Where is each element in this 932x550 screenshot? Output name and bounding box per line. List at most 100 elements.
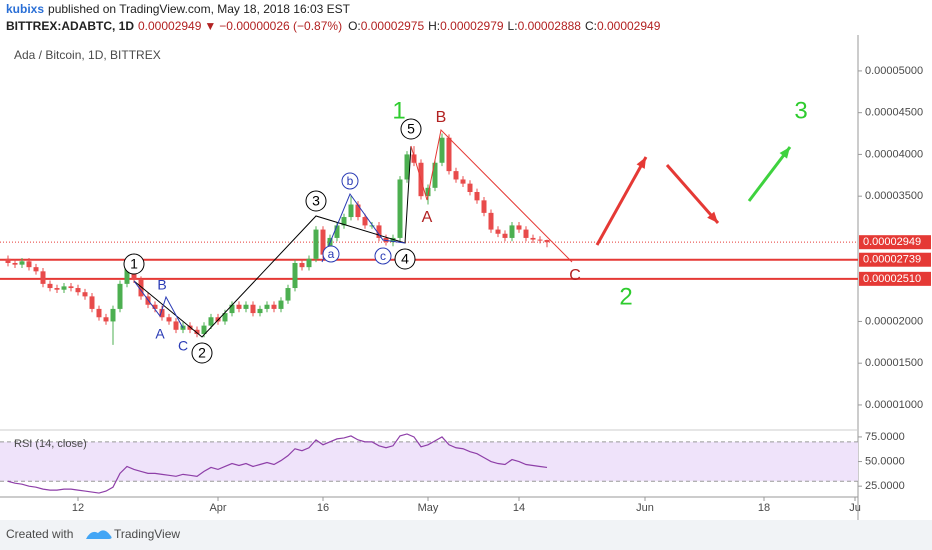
last: 0.00002949 <box>138 19 202 33</box>
wave-line <box>410 128 573 263</box>
rsi-y-tick-label: 75.0000 <box>865 431 905 443</box>
candle-body <box>257 308 263 314</box>
candle-body <box>54 288 60 290</box>
candle-body <box>243 304 249 309</box>
candle-body <box>299 262 305 268</box>
logo-icon <box>86 530 112 539</box>
candle-body <box>96 308 102 318</box>
y-tick-label: 0.00002000 <box>865 315 923 327</box>
candle-body <box>208 317 214 326</box>
annotation: 4 <box>401 251 409 267</box>
candle-body <box>432 162 438 188</box>
x-tick-label: 18 <box>758 502 770 514</box>
ohlc-value: 0.00002975 <box>361 19 425 33</box>
ohlc-key: L: <box>508 19 518 33</box>
ohlc-key: H: <box>428 19 440 33</box>
annotation: B <box>436 109 447 126</box>
candle-body <box>89 296 95 309</box>
y-tick-label: 0.00001000 <box>865 399 923 411</box>
candle-body <box>173 321 179 330</box>
candle-body <box>40 271 46 284</box>
candle-body <box>271 304 277 309</box>
annotation: b <box>347 174 354 188</box>
candle-body <box>404 154 410 180</box>
candle-body <box>33 267 39 272</box>
arrow-shaft <box>595 156 648 246</box>
x-tick-label: 16 <box>317 502 329 514</box>
arrow-head <box>779 147 790 159</box>
candle-body <box>355 204 361 218</box>
header-line: kubixs published on TradingView.com, May … <box>6 2 351 16</box>
y-tick-label: 0.00001500 <box>865 357 923 369</box>
candle-body <box>82 292 88 297</box>
arrow-shaft <box>665 164 720 224</box>
candle-body <box>159 308 165 318</box>
price-label: 0.00002510 <box>863 273 921 285</box>
symbol: BITTREX:ADABTC, 1D <box>6 19 134 33</box>
candle-body <box>334 225 340 238</box>
candle-body <box>376 225 382 238</box>
brand[interactable]: TradingView <box>114 527 180 541</box>
candle-body <box>481 200 487 213</box>
candle-body <box>425 187 431 197</box>
annotation-circle <box>394 248 416 270</box>
candle-body <box>124 267 130 284</box>
candle-body <box>19 261 25 265</box>
candle-body <box>194 329 200 334</box>
ohlc-key: O: <box>348 19 361 33</box>
chart-title: Ada / Bitcoin, 1D, BITTREX <box>14 48 161 62</box>
annotation: 5 <box>407 121 415 137</box>
candle-body <box>292 262 298 289</box>
candle-body <box>313 229 319 259</box>
price-label: 0.00002949 <box>863 236 921 248</box>
rsi-title: RSI (14, close) <box>14 438 87 450</box>
x-tick-label: May <box>418 502 439 514</box>
candle-body <box>320 229 326 255</box>
y-tick-label: 0.00004500 <box>865 107 923 119</box>
candle-body <box>68 286 74 289</box>
rsi-line <box>7 433 548 494</box>
annotation-circle <box>322 245 340 263</box>
annotation: 2 <box>198 345 206 361</box>
annotation: 2 <box>619 283 632 310</box>
candle-body <box>397 179 403 238</box>
price-label: 0.00002739 <box>863 254 921 266</box>
candle-body <box>201 325 207 334</box>
symbol-line: BITTREX:ADABTC, 1D 0.00002949 ▼ −0.00000026… <box>6 19 661 33</box>
wave-line <box>133 280 184 329</box>
ohlc-value: 0.00002949 <box>597 19 661 33</box>
candle-body <box>12 262 18 265</box>
candle-body <box>138 279 144 297</box>
candle-body <box>439 137 445 163</box>
candle-body <box>75 288 81 293</box>
arrow: ▼ <box>204 19 216 33</box>
annotation-circle <box>191 342 213 364</box>
annotation: C <box>569 267 581 284</box>
wave-line <box>321 192 406 263</box>
annotation: A <box>422 209 433 226</box>
x-tick-label: Apr <box>209 502 226 514</box>
annotation: 3 <box>312 193 320 209</box>
annotation: a <box>328 247 335 261</box>
annotation-circle <box>123 253 145 275</box>
candle-body <box>446 137 452 172</box>
candle-body <box>61 286 67 290</box>
annotation: 1 <box>130 256 138 272</box>
candle-body <box>166 317 172 322</box>
candle-body <box>460 179 466 184</box>
candle-body <box>5 258 11 263</box>
x-tick-label: 12 <box>72 502 84 514</box>
user[interactable]: kubixs <box>6 2 44 16</box>
footer-bar <box>0 520 932 550</box>
candle-body <box>474 191 480 201</box>
y-tick-label: 0.00003500 <box>865 190 923 202</box>
candle-body <box>502 233 508 238</box>
annotation-circle <box>400 118 422 140</box>
candle-body <box>530 237 536 240</box>
candle-body <box>341 217 347 226</box>
candle-body <box>411 154 417 163</box>
y-tick-label: 0.00005000 <box>865 65 923 77</box>
candle-body <box>453 171 459 180</box>
annotation-circle <box>305 190 327 212</box>
annotation-circle <box>341 172 359 190</box>
